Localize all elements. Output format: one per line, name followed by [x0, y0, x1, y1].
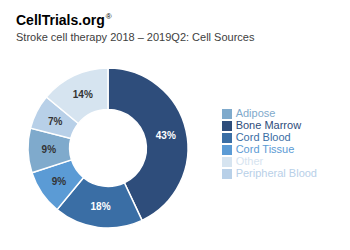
svg-text:9%: 9%	[52, 176, 67, 187]
html-text:Other: Other	[235, 155, 264, 168]
html-text:Adipose: Adipose	[235, 106, 276, 119]
svg-text:7%: 7%	[48, 116, 63, 127]
html-text:Bone Marrow: Bone Marrow	[235, 118, 302, 131]
svg-text:18%: 18%	[91, 201, 111, 212]
svg-text:14%: 14%	[73, 89, 93, 100]
html-text:CellTrials.org®: CellTrials.org®	[16, 11, 112, 28]
html-text:Cord Tissue: Cord Tissue	[235, 143, 295, 155]
html-text:Stroke cell therapy 2018 – 201: Stroke cell therapy 2018 – 2019Q2: Cell …	[16, 30, 255, 43]
html-text:Peripheral Blood: Peripheral Blood	[235, 167, 317, 180]
svg-text:43%: 43%	[156, 130, 176, 141]
svg-text:9%: 9%	[42, 144, 57, 155]
html-text:Cord Blood: Cord Blood	[235, 130, 291, 143]
